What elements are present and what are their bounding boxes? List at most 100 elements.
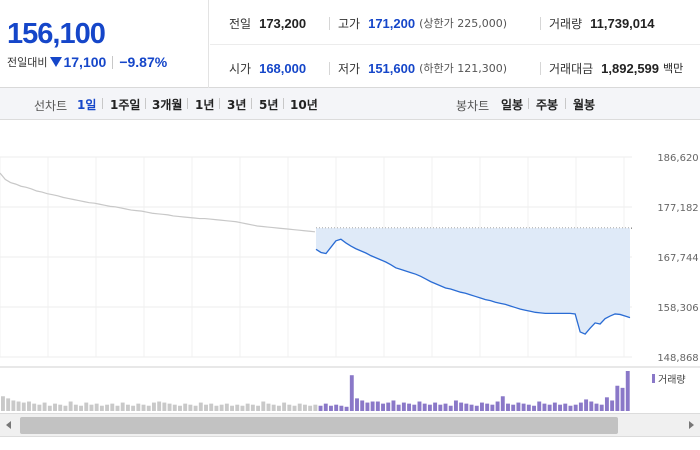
current-price: 156,100 — [7, 18, 106, 50]
volume-bar — [485, 403, 490, 411]
volume-bar — [620, 387, 625, 411]
volume-bar — [198, 402, 203, 411]
volume-bar — [438, 404, 443, 411]
y-tick-label: 167,744 — [657, 253, 698, 264]
turnover-label: 거래대금 — [549, 61, 594, 76]
y-axis-labels: 186,620 177,182 167,744 158,306 148,868 — [657, 153, 698, 364]
volume-legend: 거래량 — [652, 374, 686, 386]
volume-bar — [594, 403, 599, 411]
volume-bar — [375, 401, 380, 411]
volume-bar — [537, 401, 542, 411]
price-lines — [0, 172, 631, 335]
volume-bar — [11, 400, 16, 411]
down-triangle-icon — [50, 57, 63, 67]
volume-legend-swatch — [652, 374, 655, 383]
tab-3year[interactable]: 3년 — [227, 98, 247, 112]
volume-bar — [360, 400, 365, 411]
volume-bar — [625, 371, 630, 411]
scroll-right-icon[interactable] — [689, 421, 694, 429]
tab-monthly-candle[interactable]: 월봉 — [573, 98, 596, 112]
volume-bar — [490, 404, 495, 411]
volume-bar — [511, 404, 516, 411]
volume-bar — [443, 403, 448, 411]
volume-bar — [568, 405, 573, 411]
upper-limit: (상한가 225,000) — [419, 17, 508, 30]
volume-bar — [516, 402, 521, 411]
volume-bar — [500, 396, 505, 411]
line-chart-label: 선차트 — [34, 99, 68, 113]
divider — [219, 98, 220, 109]
volume-bar — [6, 398, 11, 411]
volume-bar — [495, 401, 500, 411]
tab-1year[interactable]: 1년 — [195, 98, 215, 112]
volume-bar — [396, 404, 401, 411]
price-chart[interactable]: 186,620 177,182 167,744 158,306 148,868 거래량 — [0, 121, 700, 413]
volume-bar — [131, 405, 136, 411]
turnover-unit: 백만 — [663, 62, 684, 75]
volume-bar — [188, 404, 193, 411]
divider — [528, 98, 529, 109]
volume-bar — [151, 402, 156, 411]
chart-scrollbar[interactable] — [0, 413, 700, 437]
volume-bar — [79, 405, 84, 411]
tab-daily-candle[interactable]: 일봉 — [501, 98, 524, 112]
volume-bar — [193, 405, 198, 411]
change-percent: −9.87% — [119, 54, 168, 70]
volume-bar — [318, 405, 323, 411]
low-price: 저가 151,600 (하한가 121,300) — [338, 59, 507, 77]
volume-bar — [47, 405, 52, 411]
tab-3month[interactable]: 3개월 — [152, 98, 183, 112]
volume-bar — [297, 403, 302, 411]
volume-bar — [266, 403, 271, 411]
volume-bar — [563, 403, 568, 411]
volume-bar — [302, 404, 307, 411]
tab-1week[interactable]: 1주일 — [110, 98, 141, 112]
volume-bar — [521, 403, 526, 411]
volume-bar — [276, 405, 281, 411]
volume-bar — [292, 405, 297, 411]
volume-bar — [323, 403, 328, 411]
volume-bar — [271, 404, 276, 411]
open-value: 168,000 — [259, 60, 307, 76]
tab-weekly-candle[interactable]: 주봉 — [536, 98, 559, 112]
volume-value: 11,739,014 — [590, 15, 655, 31]
volume-bars — [1, 371, 630, 411]
volume-bar — [99, 405, 104, 411]
volume-bar — [589, 401, 594, 411]
tab-1day[interactable]: 1일 — [77, 98, 97, 112]
volume-bar — [464, 403, 469, 411]
volume-bar — [433, 402, 438, 411]
volume-bar — [204, 404, 208, 411]
open-price: 시가 168,000 — [229, 59, 306, 77]
candle-chart-label: 봉차트 — [456, 99, 490, 113]
volume-bar — [349, 375, 354, 411]
divider — [283, 98, 284, 109]
volume-bar — [219, 404, 224, 411]
volume-bar — [552, 402, 557, 411]
quote-header: 156,100 전일대비 17,100 −9.87% 전일 173,200 고가… — [0, 0, 700, 88]
volume-bar — [370, 401, 375, 411]
open-label: 시가 — [229, 61, 252, 76]
volume-bar — [365, 402, 370, 411]
divider — [565, 98, 566, 109]
volume-bar — [230, 405, 234, 411]
scroll-left-icon[interactable] — [6, 421, 11, 429]
volume-bar — [282, 402, 287, 411]
volume-bar — [542, 403, 547, 411]
volume-bar — [120, 402, 125, 411]
y-tick-label: 186,620 — [657, 153, 698, 164]
volume-bar — [141, 404, 146, 411]
volume-bar — [584, 399, 589, 411]
volume-bar — [42, 402, 47, 411]
volume-bar — [532, 405, 536, 411]
volume-bar — [287, 404, 292, 411]
volume-label: 거래량 — [549, 16, 583, 31]
volume-bar — [1, 396, 5, 411]
tab-10year[interactable]: 10년 — [290, 98, 318, 112]
volume-bar — [21, 402, 26, 411]
y-tick-label: 148,868 — [657, 353, 698, 364]
volume-bar — [178, 405, 182, 411]
tab-5year[interactable]: 5년 — [259, 98, 279, 112]
volume-bar — [32, 403, 37, 411]
scroll-thumb[interactable] — [20, 417, 618, 434]
